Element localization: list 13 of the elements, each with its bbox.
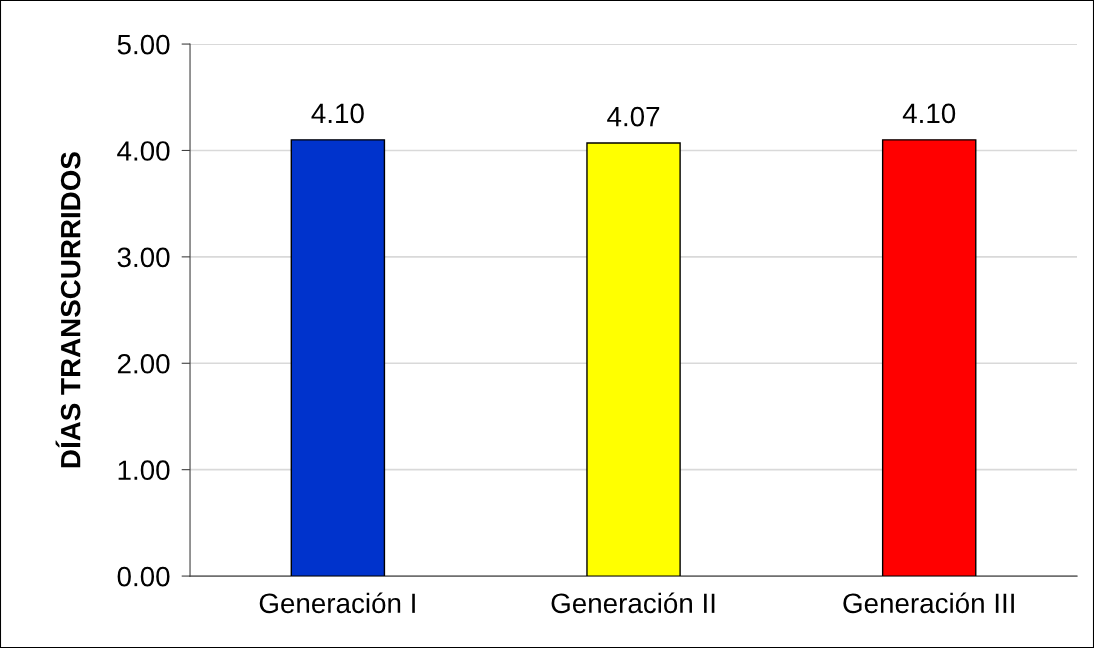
y-tick-label: 2.00 [117,353,170,374]
y-tick-label: 4.00 [117,141,170,161]
x-tick-label: Generación II [551,592,715,614]
y-axis-title: DÍAS TRANSCURRIDOS [55,152,81,468]
data-label: 4.10 [311,103,364,124]
y-tick-label: 5.00 [117,34,170,55]
data-label: 4.07 [607,106,660,127]
y-tick-label: 0.00 [117,566,170,587]
x-tick-label: Generación III [843,592,1014,614]
data-label: 4.10 [902,103,956,124]
y-tick-label: 1.00 [118,460,170,481]
y-tick-label: 3.00 [117,247,170,268]
x-tick-label: Generación I [259,592,415,614]
